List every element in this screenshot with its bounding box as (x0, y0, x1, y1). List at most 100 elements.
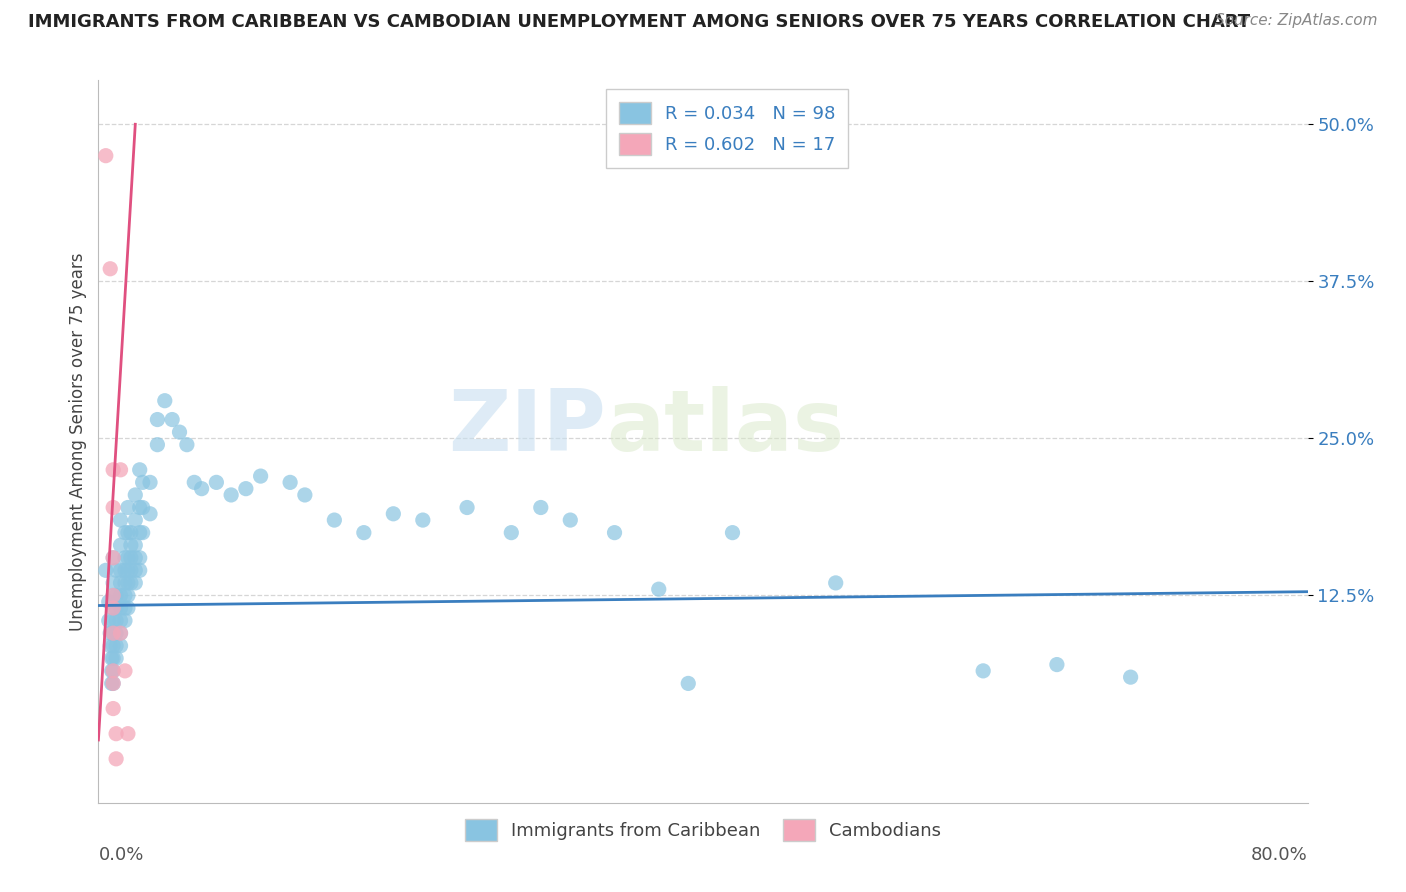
Point (648, 582, 671, 597)
Point (117, 500, 139, 515)
Point (101, 626, 124, 640)
Point (146, 412, 169, 426)
Point (139, 475, 162, 490)
Point (105, 563, 128, 577)
Point (117, 563, 139, 577)
Point (97, 614, 120, 628)
Point (169, 425, 191, 439)
Point (114, 575, 136, 590)
Point (678, 676, 700, 690)
Point (105, 752, 128, 766)
Text: Source: ZipAtlas.com: Source: ZipAtlas.com (1215, 13, 1378, 29)
Point (94, 149, 117, 163)
Point (117, 727, 139, 741)
Point (110, 626, 132, 640)
Point (110, 639, 132, 653)
Point (205, 475, 228, 490)
Point (101, 664, 124, 678)
Point (721, 525, 744, 540)
Point (249, 469, 271, 483)
Text: IMMIGRANTS FROM CARIBBEAN VS CAMBODIAN UNEMPLOYMENT AMONG SENIORS OVER 75 YEARS : IMMIGRANTS FROM CARIBBEAN VS CAMBODIAN U… (28, 13, 1250, 31)
Point (101, 500, 124, 515)
Point (353, 525, 375, 540)
Point (101, 639, 124, 653)
Point (323, 513, 346, 527)
Point (101, 626, 124, 640)
Point (120, 538, 142, 552)
Point (128, 563, 150, 577)
Point (94, 563, 117, 577)
Point (603, 525, 626, 540)
Point (101, 614, 124, 628)
Point (114, 664, 136, 678)
Point (117, 525, 139, 540)
Point (124, 488, 146, 502)
Point (131, 500, 153, 515)
Point (110, 463, 132, 477)
Point (117, 550, 139, 565)
Point (98, 639, 121, 653)
Text: 80.0%: 80.0% (1251, 847, 1308, 864)
Point (114, 525, 136, 540)
Point (117, 589, 139, 603)
Point (100, 664, 122, 678)
Point (110, 513, 132, 527)
Point (146, 438, 169, 452)
Point (456, 500, 478, 515)
Text: ZIP: ZIP (449, 385, 606, 468)
Point (105, 727, 128, 741)
Point (824, 575, 846, 590)
Point (101, 575, 124, 590)
Point (972, 664, 994, 678)
Point (1119, 670, 1142, 684)
Point (131, 475, 153, 490)
Point (98, 626, 121, 640)
Point (101, 701, 124, 715)
Y-axis label: Unemployment Among Seniors over 75 years: Unemployment Among Seniors over 75 years (69, 252, 87, 631)
Point (101, 651, 124, 665)
Point (100, 676, 122, 690)
Point (100, 651, 122, 665)
Point (560, 513, 582, 527)
Point (235, 482, 257, 496)
Point (153, 393, 176, 408)
Point (117, 601, 139, 615)
Point (128, 525, 150, 540)
Point (124, 575, 146, 590)
Point (382, 507, 405, 521)
Point (128, 463, 150, 477)
Point (101, 463, 124, 477)
Point (124, 538, 146, 552)
Point (183, 475, 205, 490)
Point (105, 626, 128, 640)
Point (128, 500, 150, 515)
Point (110, 626, 132, 640)
Point (160, 412, 183, 426)
Point (190, 482, 212, 496)
Point (101, 601, 124, 615)
Legend: Immigrants from Caribbean, Cambodians: Immigrants from Caribbean, Cambodians (457, 812, 949, 848)
Point (101, 601, 124, 615)
Point (110, 575, 132, 590)
Point (105, 614, 128, 628)
Point (110, 601, 132, 615)
Point (139, 507, 162, 521)
Point (124, 513, 146, 527)
Point (530, 500, 553, 515)
Point (101, 589, 124, 603)
Point (117, 575, 139, 590)
Point (105, 639, 128, 653)
Point (294, 488, 316, 502)
Point (176, 438, 198, 452)
Text: 0.0%: 0.0% (98, 847, 143, 864)
Point (101, 676, 124, 690)
Point (101, 676, 124, 690)
Point (120, 575, 142, 590)
Point (97, 595, 120, 609)
Point (105, 601, 128, 615)
Point (110, 589, 132, 603)
Point (101, 550, 124, 565)
Point (412, 513, 434, 527)
Point (114, 550, 136, 565)
Point (114, 614, 136, 628)
